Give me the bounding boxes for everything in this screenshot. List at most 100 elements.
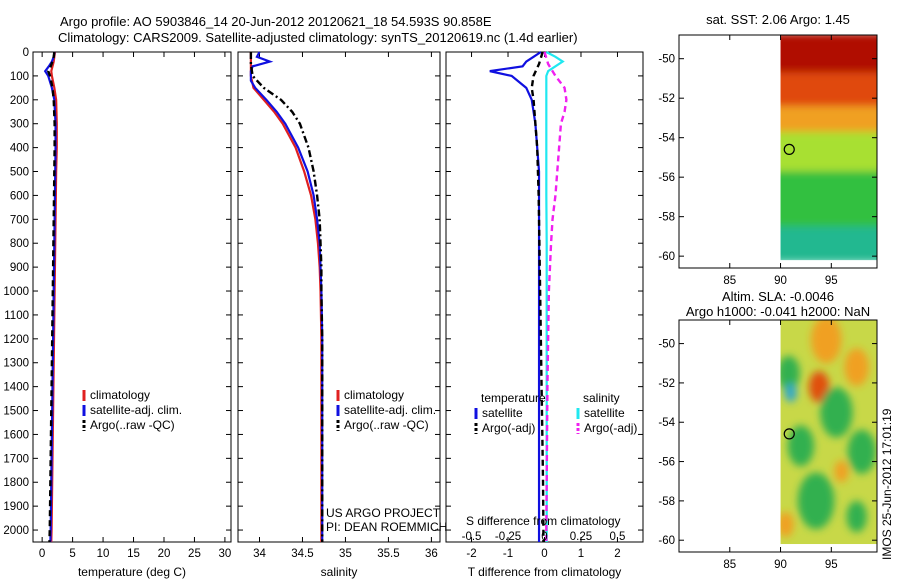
temperature-xtick-label: 30: [219, 548, 232, 560]
diff-legend-label-0: satellite: [482, 406, 523, 420]
sst-field-zones: [780, 35, 877, 261]
sla_map-ytick-label: -54: [658, 417, 675, 429]
sla_map-axes-frame: [678, 319, 878, 553]
salinity-xlabel: salinity: [321, 565, 358, 579]
difference-panel: -2 -1 0 1 2 T difference from climatology temp…: [445, 51, 644, 579]
diff-legend-title-temperature: temperature: [481, 391, 546, 405]
difference-xtick-label: 1: [578, 548, 584, 560]
salinity-axes-frame: [237, 51, 441, 543]
diff-top-tick-label: 0: [541, 531, 547, 543]
sst_map-ytick-label: -60: [658, 251, 675, 263]
sla_map-ytick-label: -60: [658, 535, 675, 547]
salinity-xtick-label: 35.5: [377, 548, 399, 560]
diff-top-tick-label: -0.5: [462, 531, 482, 543]
difference-axes-frame: [445, 51, 644, 543]
sla-patch-6: [847, 429, 876, 474]
sla-patch-10: [834, 460, 849, 483]
depth-tick-label: 600: [10, 190, 29, 202]
salinity-legend-label-1: satellite-adj. clim.: [344, 403, 436, 417]
difference-xlabel: T difference from climatology: [468, 565, 622, 579]
sst-zone-3: [780, 131, 877, 176]
temperature-legend-label-0: climatology: [90, 388, 150, 402]
depth-tick-label: 1100: [4, 310, 29, 322]
depth-tick-label: 800: [10, 238, 29, 250]
difference-xtick-label: 0: [541, 548, 547, 560]
diff-legend-label-1: Argo(-adj): [482, 421, 535, 435]
sst_map-ytick-label: -52: [658, 93, 675, 105]
diff-top-tick-label: 0.25: [570, 531, 592, 543]
sla-patch-4: [820, 387, 853, 438]
project-label: US ARGO PROJECT: [326, 506, 441, 520]
sst_map-xtick-label: 90: [774, 275, 787, 287]
salinity-legend-label-2: Argo(..raw -QC): [344, 418, 429, 432]
difference-series-0: [489, 51, 542, 542]
difference-xtick-label: 2: [614, 548, 620, 560]
depth-tick-label: 1300: [3, 358, 29, 370]
temperature-xlabel: temperature (deg C): [78, 565, 186, 579]
sst-zone-2: [780, 106, 877, 136]
sla-patch-2: [808, 371, 830, 403]
sst_map-ytick-label: -50: [658, 54, 675, 66]
depth-tick-label: 900: [10, 262, 29, 274]
sst_map-field: [780, 35, 877, 261]
sst-map-title: sat. SST: 2.06 Argo: 1.45: [706, 12, 850, 27]
sla-patch-7: [797, 472, 835, 530]
temperature-legend-label-2: Argo(..raw -QC): [90, 418, 175, 432]
depth-tick-label: 500: [10, 167, 29, 179]
difference-series-1: [530, 51, 545, 542]
diff-legend-label-3: Argo(-adj): [584, 421, 637, 435]
temperature-xtick-label: 0: [39, 548, 45, 560]
sst_map-profile-marker: [783, 143, 795, 155]
depth-tick-label: 1600: [3, 429, 29, 441]
depth-tick-label: 0: [23, 47, 29, 59]
depth-tick-label: 700: [10, 214, 29, 226]
depth-tick-label: 1500: [3, 406, 29, 418]
sst-zone-5: [780, 226, 877, 261]
sla-patch-9: [784, 383, 797, 403]
depth-tick-label: 1700: [3, 453, 29, 465]
difference-xtick-label: -1: [503, 548, 513, 560]
sst_map-axes-frame: [678, 34, 878, 269]
salinity-xtick-label: 35: [339, 548, 352, 560]
temperature-axes-frame: [32, 51, 232, 543]
sla-patch-11: [780, 511, 794, 538]
sla_map-xtick-label: 95: [825, 559, 838, 571]
diff-legend-label-2: satellite: [584, 406, 625, 420]
depth-tick-label: 1800: [3, 477, 29, 489]
depth-tick-label: 400: [10, 143, 29, 155]
sst_map-xtick-label: 95: [825, 275, 838, 287]
sla_map-ytick-label: -50: [658, 339, 675, 351]
sla-patch-5: [787, 425, 815, 467]
pi-label: PI: DEAN ROEMMICH: [326, 520, 447, 534]
diff-top-tick-label: 0.5: [609, 531, 625, 543]
salinity-series-1: [249, 51, 324, 542]
temperature-series-2: [46, 51, 56, 543]
salinity-xtick-label: 36: [425, 548, 438, 560]
sla-map-title-line1: Altim. SLA: -0.0046: [722, 289, 834, 304]
sst_map-xtick-label: 85: [723, 275, 736, 287]
depth-tick-label: 100: [10, 71, 29, 83]
depth-tick-label: 1900: [3, 501, 29, 513]
sst_map-ytick-label: -56: [658, 172, 675, 184]
difference-series-3: [543, 51, 568, 542]
depth-tick-label: 1400: [3, 382, 29, 394]
temperature-xtick-label: 15: [127, 548, 140, 560]
sst-zone-4: [780, 171, 877, 231]
sst-map-panel: 85 90 95 -50 -52 -54 -56 -58 -60 sat. SST: 2.06 A…: [658, 12, 878, 287]
sla_map-xtick-label: 90: [774, 559, 787, 571]
sla-patch-1: [844, 348, 869, 387]
depth-tick-label: 1000: [3, 286, 29, 298]
sla-patch-8: [846, 500, 867, 533]
sla_map-profile-marker: [783, 428, 795, 440]
temperature-xtick-label: 10: [97, 548, 110, 560]
diff-top-axis-label: S difference from climatology: [466, 514, 621, 528]
sla-patch-3: [780, 355, 800, 391]
sla_map-ytick-label: -58: [658, 496, 675, 508]
temperature-legend-label-1: satellite-adj. clim.: [90, 403, 182, 417]
sst_map-ytick-label: -58: [658, 212, 675, 224]
sla_map-ytick-label: -56: [658, 457, 675, 469]
temperature-xtick-label: 20: [158, 548, 171, 560]
sst-zone-0: [780, 35, 877, 77]
salinity-panel: 34 34.5 35 35.5 36 salinity climatologysatelli…: [237, 51, 447, 579]
